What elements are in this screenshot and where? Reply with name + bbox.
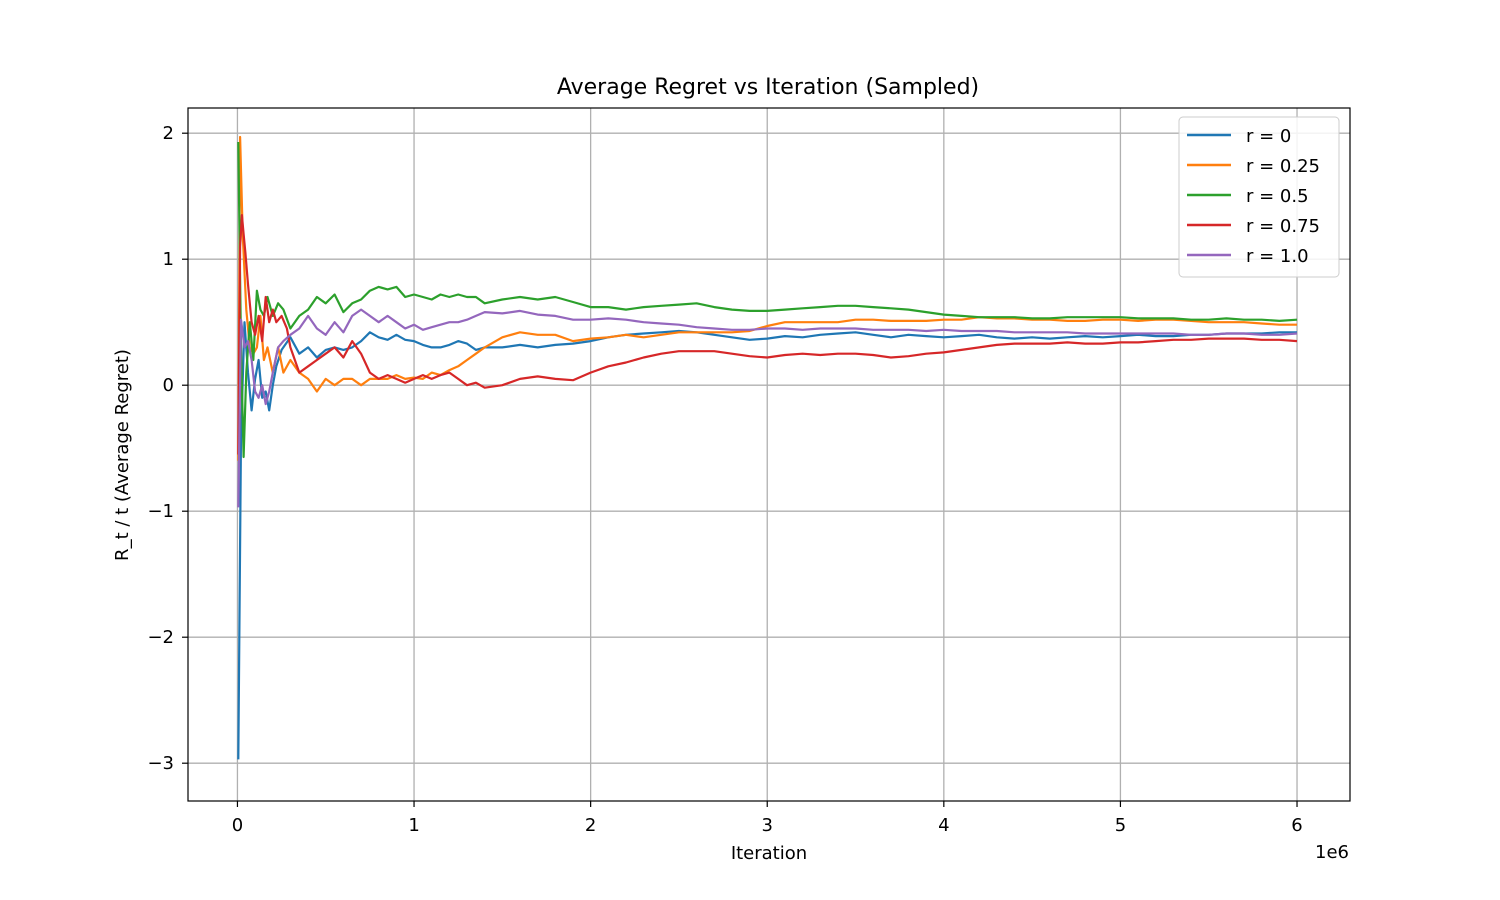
x-tick-label: 6 [1291, 815, 1302, 836]
plot-frame [187, 107, 1351, 802]
y-axis-label: R_t / t (Average Regret) [112, 349, 133, 561]
chart-title: Average Regret vs Iteration (Sampled) [557, 75, 979, 100]
y-tick-label: 2 [163, 123, 174, 144]
series-line-4 [237, 308, 1298, 508]
y-tick-label: −1 [147, 501, 174, 522]
y-axis-ticks: −3 −2 −1 0 1 2 [147, 123, 188, 774]
x-tick-label: 1 [408, 815, 419, 836]
x-tick-label: 5 [1115, 815, 1126, 836]
legend-label: r = 0.25 [1246, 156, 1320, 177]
x-tick-label: 0 [232, 815, 243, 836]
legend-label: r = 0.5 [1246, 186, 1309, 207]
series-line-3 [237, 214, 1298, 455]
legend: r = 0 r = 0.25 r = 0.5 r = 0.75 r = 1.0 [1178, 116, 1340, 278]
y-tick-label: −2 [147, 627, 174, 648]
series-layer [237, 135, 1298, 760]
x-tick-label: 2 [585, 815, 596, 836]
x-axis-ticks: 0 1 2 3 4 5 6 [232, 801, 1303, 836]
y-tick-label: −3 [147, 753, 174, 774]
x-tick-label: 3 [762, 815, 773, 836]
x-tick-label: 4 [938, 815, 949, 836]
y-tick-label: 0 [163, 375, 174, 396]
legend-label: r = 0 [1246, 126, 1291, 147]
grid-lines [188, 108, 1350, 801]
series-line-1 [237, 135, 1297, 461]
legend-box [1178, 116, 1340, 278]
x-axis-offset-label: 1e6 [1315, 842, 1349, 863]
legend-label: r = 1.0 [1246, 246, 1309, 267]
x-axis-label: Iteration [731, 843, 807, 864]
legend-label: r = 0.75 [1246, 216, 1320, 237]
series-line-0 [237, 321, 1297, 760]
series-line-2 [237, 141, 1298, 459]
y-tick-label: 1 [163, 249, 174, 270]
